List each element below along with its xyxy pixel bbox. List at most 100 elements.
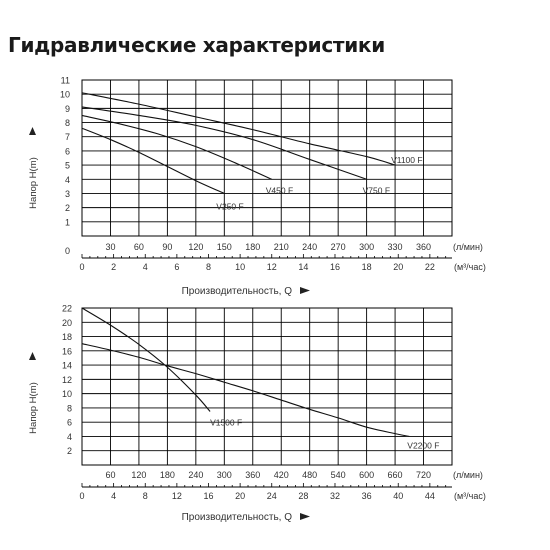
y-tick-label: 11 <box>61 76 70 86</box>
series-label: V1500 F <box>210 417 242 427</box>
secondary-axis <box>81 254 452 259</box>
x-tick-label: 240 <box>188 470 203 480</box>
x2-tick-label: 20 <box>393 262 403 272</box>
x-axis-label: Производительность, Q <box>182 512 293 523</box>
x2-tick-label: 36 <box>362 491 372 501</box>
x2-tick-label: 16 <box>330 262 340 272</box>
y-tick-label: 2 <box>67 446 72 456</box>
x2-tick-label: 0 <box>79 262 84 272</box>
x2-tick-label: 2 <box>111 262 116 272</box>
y-tick-label: 1 <box>65 217 70 227</box>
x-tick-label: 150 <box>217 242 232 252</box>
grid <box>81 79 453 237</box>
secondary-axis <box>81 483 452 488</box>
y-tick-label: 4 <box>67 432 72 442</box>
y-axis-label: Напор H(m) <box>28 157 39 209</box>
series-line-v450-f <box>81 114 272 180</box>
x2-tick-label: 12 <box>172 491 182 501</box>
x-tick-label: 720 <box>416 470 431 480</box>
series-line-v250-f <box>81 127 225 194</box>
x-tick-label: 210 <box>274 242 289 252</box>
x2-tick-label: 40 <box>393 491 403 501</box>
series-line-v750-f <box>81 106 367 180</box>
y-tick-label: 9 <box>65 104 70 114</box>
y-tick-label: 14 <box>62 361 72 371</box>
y-tick-label: 12 <box>62 375 72 385</box>
x-tick-label: 360 <box>416 242 431 252</box>
x-tick-label: 90 <box>162 242 172 252</box>
x2-tick-label: 18 <box>362 262 372 272</box>
x-tick-label: 180 <box>245 242 260 252</box>
x2-tick-label: 10 <box>235 262 245 272</box>
x-tick-label: 240 <box>302 242 317 252</box>
x-tick-label: 270 <box>331 242 346 252</box>
x-axis-arrow-icon <box>300 513 310 520</box>
x2-tick-label: 32 <box>330 491 340 501</box>
x2-tick-label: 28 <box>298 491 308 501</box>
series-label: V250 F <box>216 201 243 211</box>
x-tick-label: 660 <box>388 470 403 480</box>
y-axis-arrow-icon <box>29 127 36 135</box>
x2-tick-label: 16 <box>203 491 213 501</box>
y-tick-label: 6 <box>67 418 72 428</box>
x2-unit-label: (м³/час) <box>454 262 486 272</box>
x2-tick-label: 0 <box>79 491 84 501</box>
grid <box>81 307 453 466</box>
plot-frame <box>81 79 453 237</box>
y-tick-label: 7 <box>65 132 70 142</box>
x-tick-label: 300 <box>359 242 374 252</box>
series-label: V2200 F <box>407 440 439 450</box>
y-tick-label: 6 <box>65 146 70 156</box>
x-tick-label: 360 <box>245 470 260 480</box>
y-tick-label: 22 <box>62 304 72 314</box>
plot-frame <box>81 307 453 466</box>
x-axis-arrow-icon <box>300 287 310 294</box>
y-axis-arrow-icon <box>29 352 36 360</box>
y-tick-label: 5 <box>65 161 70 171</box>
x2-tick-label: 8 <box>143 491 148 501</box>
y-tick-label: 2 <box>65 203 70 213</box>
series-line-v1100-f <box>81 92 396 166</box>
x2-tick-label: 8 <box>206 262 211 272</box>
x-tick-label: 480 <box>302 470 317 480</box>
x-tick-label: 600 <box>359 470 374 480</box>
y-axis-label: Напор H(m) <box>28 382 39 434</box>
y-tick-label: 10 <box>62 389 72 399</box>
x-tick-label: 180 <box>160 470 175 480</box>
y-tick-label: 20 <box>62 318 72 328</box>
x2-tick-label: 12 <box>267 262 277 272</box>
x-tick-label: 30 <box>105 242 115 252</box>
x-tick-label: 60 <box>134 242 144 252</box>
x-tick-label: 120 <box>131 470 146 480</box>
y-tick-label: 16 <box>62 346 72 356</box>
x-tick-label: 120 <box>188 242 203 252</box>
x-unit-label: (л/мин) <box>453 470 483 480</box>
x-axis-label: Производительность, Q <box>182 286 293 297</box>
y-tick-label: 18 <box>62 332 72 342</box>
x-unit-label: (л/мин) <box>453 242 483 252</box>
x2-tick-label: 14 <box>298 262 308 272</box>
y-tick-label: 8 <box>67 403 72 413</box>
x-tick-label: 330 <box>388 242 403 252</box>
page-title: Гидравлические характеристики <box>8 33 385 57</box>
x2-tick-label: 6 <box>174 262 179 272</box>
series-line-v2200-f <box>81 343 410 437</box>
y-tick-label: 4 <box>65 175 70 185</box>
series-label: V450 F <box>266 185 293 195</box>
x2-tick-label: 20 <box>235 491 245 501</box>
series-label: V750 F <box>363 185 390 195</box>
x2-unit-label: (м³/час) <box>454 491 486 501</box>
x-tick-label: 60 <box>105 470 115 480</box>
y-tick-label: 8 <box>65 118 70 128</box>
x-tick-label: 540 <box>331 470 346 480</box>
series-label: V1100 F <box>391 155 423 165</box>
x-tick-label: 420 <box>274 470 289 480</box>
y-tick-label: 10 <box>60 90 70 100</box>
y-tick-label: 3 <box>65 189 70 199</box>
x2-tick-label: 24 <box>267 491 277 501</box>
x2-tick-label: 4 <box>143 262 148 272</box>
x-tick-label: 300 <box>217 470 232 480</box>
x2-tick-label: 4 <box>111 491 116 501</box>
